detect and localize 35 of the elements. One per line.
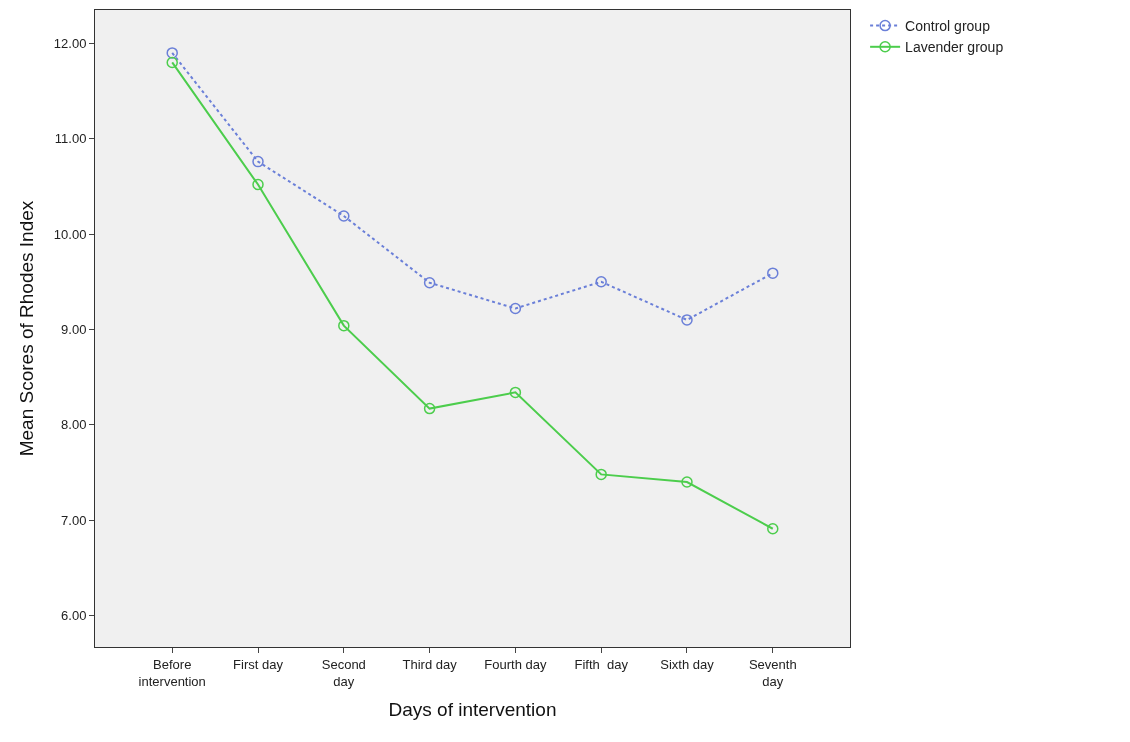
point [595, 468, 607, 481]
x-tick-label: First day [233, 656, 284, 672]
y-tick-label: 12.00 [53, 35, 87, 51]
x-tick-label: Third day [402, 656, 458, 672]
y-axis-title: Mean Scores of Rhodes Index [15, 200, 37, 457]
y-tick-label: 11.00 [54, 131, 87, 147]
x-tick-label: Before intervention [138, 656, 206, 689]
point [166, 47, 178, 59]
point [252, 178, 264, 191]
point [681, 476, 693, 488]
point [595, 276, 607, 288]
point [509, 386, 522, 399]
y-tick-label: 8.00 [61, 417, 87, 433]
x-tick-label: Fifth day [574, 656, 629, 672]
point [252, 155, 264, 168]
point [767, 267, 779, 279]
point [338, 319, 350, 332]
x-tick-label: Second day [321, 656, 366, 689]
x-axis-title: Days of intervention [388, 699, 557, 721]
point [509, 302, 522, 315]
point [166, 56, 178, 69]
point [423, 276, 436, 289]
y-tick-label: 10.00 [53, 226, 87, 242]
x-tick-label: Sixth day [660, 656, 715, 672]
y-tick-label: 6.00 [61, 608, 87, 624]
point [681, 314, 693, 326]
point [423, 402, 436, 415]
y-tick-label: 9.00 [61, 322, 87, 337]
legend-label: Control group [905, 18, 991, 35]
x-tick-label: Seventh day [748, 656, 797, 689]
legend-label: Lavender group [905, 39, 1004, 56]
point [767, 523, 779, 535]
y-tick-label: 7.00 [61, 512, 87, 528]
point [338, 210, 350, 222]
x-tick-label: Fourth day [484, 656, 547, 672]
